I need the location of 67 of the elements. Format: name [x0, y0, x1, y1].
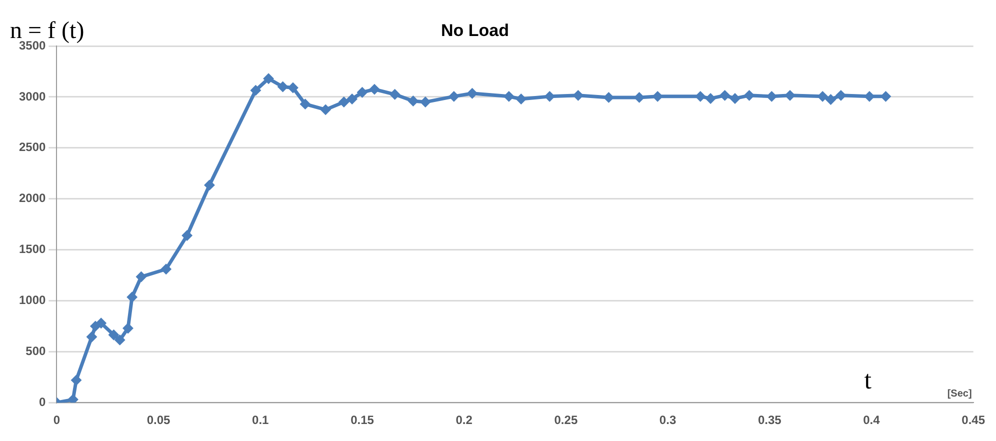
y-tick-label: 0	[39, 394, 46, 409]
point	[390, 90, 400, 100]
point	[818, 92, 828, 102]
point	[115, 335, 125, 345]
point	[826, 94, 836, 104]
point	[347, 94, 357, 104]
point	[72, 375, 81, 385]
annotation: [Sec]	[947, 388, 972, 400]
point	[706, 94, 716, 104]
x-tick-label: 0.1	[252, 413, 270, 428]
point	[573, 90, 583, 100]
point	[836, 90, 846, 100]
point	[634, 92, 644, 102]
point	[696, 92, 706, 102]
y-tick-label: 500	[26, 344, 46, 358]
point	[320, 104, 330, 114]
point	[652, 92, 662, 102]
point	[544, 92, 554, 102]
point	[108, 330, 118, 340]
y-tick-label: 2000	[18, 191, 46, 206]
point	[408, 96, 418, 106]
x-tick-label: 0	[53, 413, 60, 428]
point	[136, 272, 146, 282]
point	[288, 83, 298, 93]
point	[420, 97, 430, 107]
x-tick-label: 0.45	[962, 413, 986, 428]
point	[264, 74, 274, 84]
point	[250, 86, 260, 96]
point	[504, 92, 514, 102]
x-tick-label: 0.25	[554, 413, 578, 428]
x-tick-label: 0.3	[659, 413, 676, 428]
point	[604, 92, 614, 102]
point	[127, 292, 137, 302]
point	[467, 88, 477, 98]
point	[730, 94, 740, 104]
x-tick-label: 0.4	[863, 413, 880, 428]
x-tick-label: 0.35	[758, 413, 782, 428]
y-tick-label: 1500	[18, 242, 46, 256]
point	[96, 318, 106, 328]
x-tick-label: 0.2	[456, 413, 473, 428]
point	[161, 264, 171, 274]
x-tick-label: 0.05	[146, 413, 171, 428]
point	[864, 92, 874, 102]
x-tick-label: 0.15	[350, 413, 374, 428]
point	[68, 394, 78, 403]
point	[90, 321, 100, 331]
point	[300, 99, 310, 109]
point	[744, 90, 754, 100]
point	[278, 82, 288, 92]
point	[370, 84, 380, 94]
point	[86, 332, 96, 342]
point	[720, 90, 730, 100]
point	[182, 230, 192, 240]
y-tick-label: 3000	[18, 89, 46, 104]
y-tick-label: 1000	[18, 293, 46, 308]
point	[357, 88, 367, 98]
point	[766, 92, 776, 102]
point	[123, 323, 133, 333]
x-axis-title: t	[864, 366, 872, 395]
y-tick-label: 2500	[18, 140, 46, 154]
point	[204, 180, 214, 190]
point	[880, 92, 890, 102]
point	[516, 94, 526, 104]
point	[339, 97, 349, 107]
chart-title: No Load	[441, 21, 510, 40]
point	[449, 92, 459, 102]
point	[785, 90, 795, 100]
